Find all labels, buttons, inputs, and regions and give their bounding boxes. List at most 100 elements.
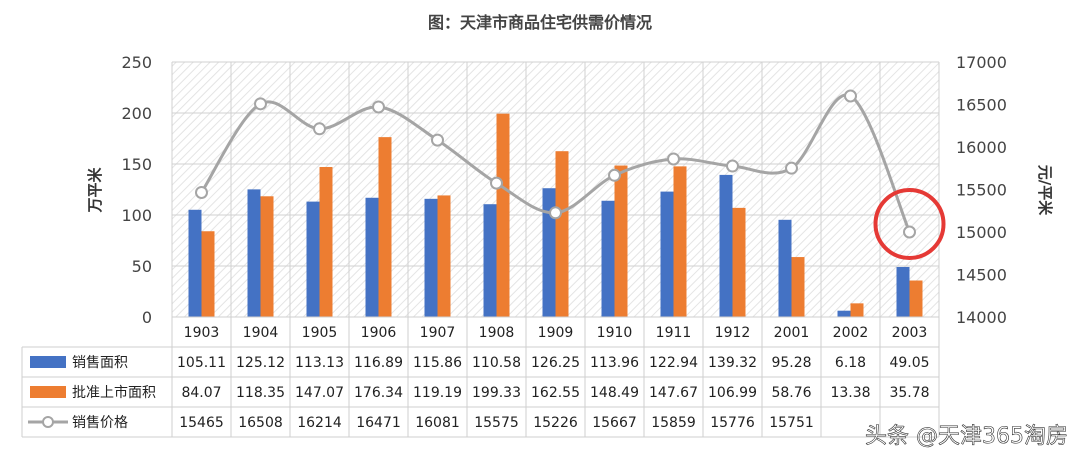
legend-label: 销售价格 — [72, 415, 128, 431]
table-cell: 176.34 — [354, 385, 403, 401]
bar-approved-area — [732, 207, 746, 317]
category-label: 1910 — [597, 325, 633, 341]
bar-approved-area — [791, 257, 805, 317]
bar-sales-area — [719, 174, 733, 317]
price-point — [490, 176, 503, 190]
table-cell: 15465 — [179, 415, 224, 431]
category-label: 1911 — [656, 325, 692, 341]
bar-sales-area — [306, 201, 320, 317]
table-cell: 147.67 — [649, 385, 698, 401]
table-cell: 116.89 — [354, 355, 403, 371]
bars — [188, 113, 923, 317]
legend-marker — [42, 416, 54, 428]
table-cell: 15226 — [533, 415, 578, 431]
bar-sales-area — [896, 266, 910, 317]
bar-approved-area — [614, 165, 628, 317]
price-point — [608, 168, 621, 182]
table-cell: 148.49 — [590, 385, 639, 401]
bar-sales-area — [601, 200, 615, 317]
table-cell: 162.55 — [531, 385, 580, 401]
category-label: 1907 — [420, 325, 456, 341]
table-cell: 49.05 — [889, 355, 929, 371]
bar-sales-area — [188, 209, 202, 317]
table-cell: 16508 — [238, 415, 283, 431]
data-table: 1903 1904 1905 1906 1907 1908 1909 1910 1911 1912… — [21, 316, 940, 438]
price-point — [372, 100, 385, 114]
table-cell: 16081 — [415, 415, 460, 431]
table-cell: 16471 — [356, 415, 401, 431]
y-tick-right: 15500 — [956, 181, 1007, 200]
category-label: 1909 — [538, 325, 574, 341]
bar-sales-area — [424, 198, 438, 317]
y-tick-right: 15000 — [956, 223, 1007, 242]
bar-approved-area — [496, 113, 510, 317]
chart-title: 图：天津市商品住宅供需价情况 — [428, 13, 652, 32]
category-label: 2002 — [833, 325, 869, 341]
bar-sales-area — [778, 219, 792, 317]
table-cell: 122.94 — [649, 355, 698, 371]
category-label: 1912 — [715, 325, 751, 341]
table-cell: 16214 — [297, 415, 342, 431]
table-cell: 15575 — [474, 415, 519, 431]
bar-approved-area — [260, 196, 274, 317]
price-point — [903, 225, 916, 239]
price-point — [785, 161, 798, 175]
table-cell: 6.18 — [835, 355, 866, 371]
bar-sales-area — [483, 204, 497, 317]
bar-approved-area — [909, 280, 923, 317]
bar-sales-area — [542, 188, 556, 317]
y-axis-label-right: 元/平米 — [1036, 165, 1054, 216]
bar-approved-area — [555, 151, 569, 317]
y-tick-left: 200 — [121, 104, 152, 123]
table-cell: 147.07 — [295, 385, 344, 401]
watermark: 头条 @天津365淘房 — [865, 424, 1068, 449]
legend-label: 批准上市面积 — [72, 384, 156, 401]
y-tick-right: 16500 — [956, 96, 1007, 115]
category-label: 1908 — [479, 325, 515, 341]
legend-swatch — [30, 356, 66, 368]
table-cell: 199.33 — [472, 385, 521, 401]
table-cell: 119.19 — [413, 385, 462, 401]
legend-label: 销售面积 — [72, 355, 128, 371]
category-label: 1906 — [361, 325, 397, 341]
price-point — [254, 97, 267, 111]
category-label: 1904 — [243, 325, 279, 341]
table-cell: 35.78 — [889, 385, 929, 401]
table-cell: 106.99 — [708, 385, 757, 401]
y-axis-label-left: 万平米 — [86, 167, 104, 214]
annotation — [873, 188, 946, 260]
price-point — [667, 152, 680, 166]
table-cell: 139.32 — [708, 355, 757, 371]
price-point — [844, 89, 857, 103]
y-tick-right: 14000 — [956, 308, 1007, 327]
table-cell: 110.58 — [472, 355, 521, 371]
right-axis-ticks: 14000 14500 15000 15500 16000 16500 17000 — [956, 53, 1007, 327]
legend-swatch — [30, 386, 66, 398]
category-label: 1903 — [184, 325, 220, 341]
table-cell: 84.07 — [181, 385, 221, 401]
table-cell: 15751 — [769, 415, 814, 431]
table-cell: 126.25 — [531, 355, 580, 371]
table-cell: 125.12 — [236, 355, 285, 371]
table-cell: 15859 — [651, 415, 696, 431]
y-tick-right: 16000 — [956, 138, 1007, 157]
y-tick-left: 250 — [121, 53, 152, 72]
category-label: 1905 — [302, 325, 338, 341]
table-cell: 105.11 — [177, 355, 226, 371]
bar-sales-area — [365, 197, 379, 317]
category-label: 2001 — [774, 325, 810, 341]
left-axis-ticks: 0 50 100 150 200 250 — [121, 53, 152, 327]
category-label: 2003 — [892, 325, 928, 341]
price-point — [726, 159, 739, 173]
price-point — [431, 133, 444, 147]
bar-approved-area — [201, 231, 215, 317]
bar-approved-area — [437, 195, 451, 317]
y-tick-left: 100 — [121, 206, 152, 225]
price-point — [549, 206, 562, 220]
y-tick-right: 17000 — [956, 53, 1007, 72]
table-cell: 15667 — [592, 415, 637, 431]
table-cell: 115.86 — [413, 355, 462, 371]
table-cell: 58.76 — [771, 385, 811, 401]
y-tick-right: 14500 — [956, 266, 1007, 285]
